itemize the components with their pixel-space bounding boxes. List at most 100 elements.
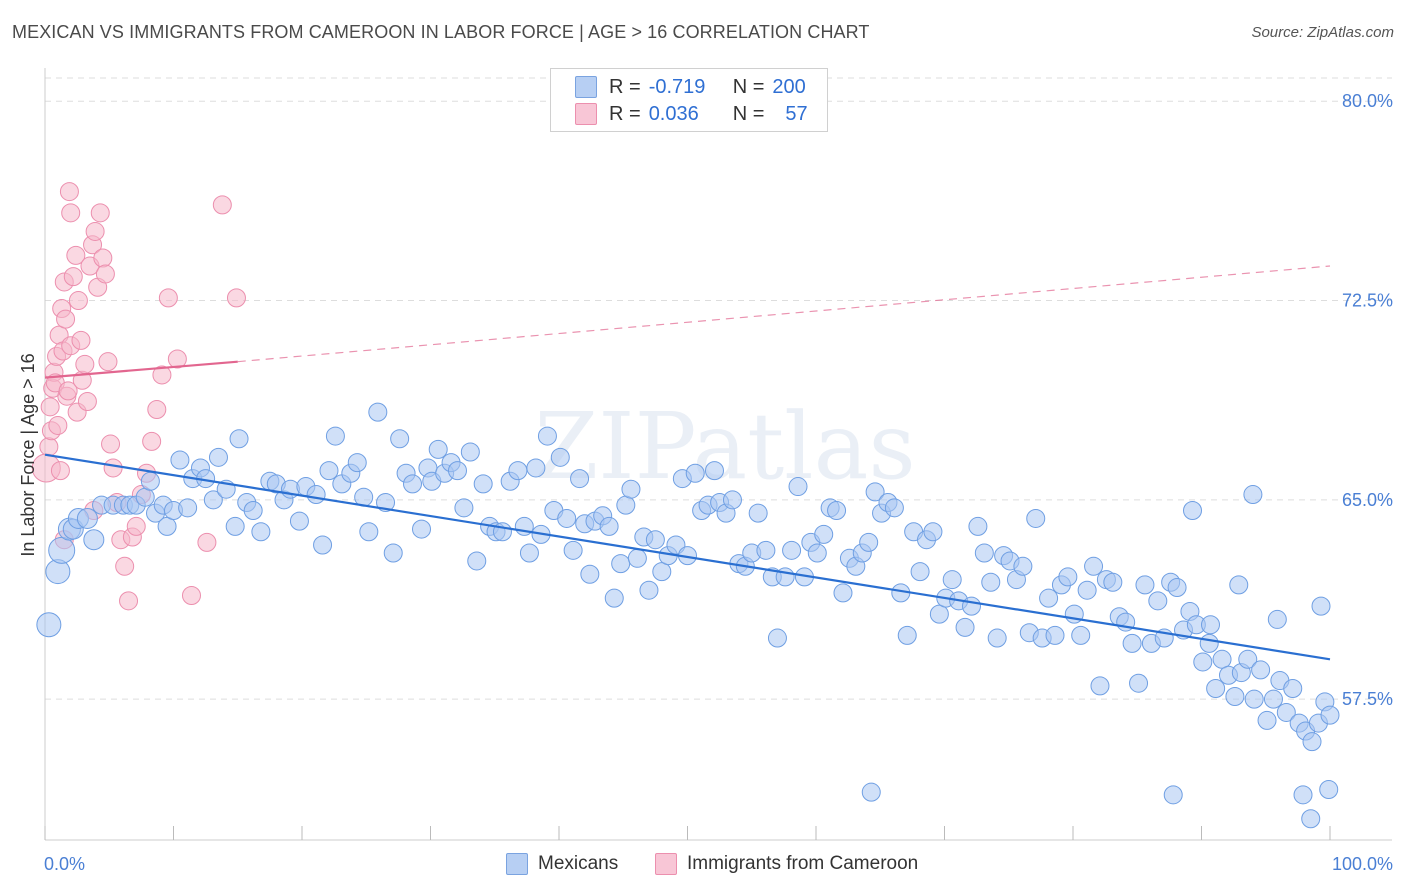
- mexican-point: [1283, 679, 1303, 699]
- mexican-point: [383, 543, 403, 563]
- mexican-point: [1167, 578, 1187, 598]
- cameroon-point: [75, 354, 95, 374]
- mexican-point: [1301, 809, 1321, 829]
- r-label: R =: [609, 102, 641, 125]
- mexican-point: [1320, 705, 1340, 725]
- mexican-point: [178, 498, 198, 518]
- n-value: 200: [772, 75, 806, 98]
- mexican-point: [1319, 780, 1339, 800]
- mexican-point: [782, 540, 802, 560]
- correlation-legend: R = -0.719 N = 200 R = 0.036 N = 57: [550, 68, 828, 132]
- cameroon-point: [77, 392, 97, 412]
- mexican-point: [748, 503, 768, 523]
- cameroon-point: [167, 349, 187, 369]
- mexican-point: [1293, 785, 1313, 805]
- mexican-point: [827, 500, 847, 520]
- cameroon-point: [66, 245, 86, 265]
- mexican-point: [225, 516, 245, 536]
- mexican-point: [390, 429, 410, 449]
- mexican-point: [1135, 575, 1155, 595]
- mexican-point: [704, 461, 724, 481]
- mexican-point: [1148, 591, 1168, 611]
- mexican-point: [563, 540, 583, 560]
- legend-label: Mexicans: [538, 853, 619, 874]
- mexican-point: [929, 604, 949, 624]
- mexican-point: [599, 516, 619, 536]
- cameroon-point: [119, 591, 139, 611]
- mexican-point: [526, 458, 546, 478]
- mexican-point: [1183, 500, 1203, 520]
- legend-label: Immigrants from Cameroon: [687, 853, 919, 874]
- mexican-point: [306, 485, 326, 505]
- y-axis-label: In Labor Force | Age > 16: [18, 353, 38, 556]
- mexican-point: [621, 479, 641, 499]
- mexican-point: [208, 447, 228, 467]
- cameroon-trend-line: [44, 360, 238, 379]
- cameroon-point: [142, 431, 162, 451]
- mexican-point: [550, 447, 570, 467]
- cameroon-trend-extension: [237, 265, 1331, 363]
- mexican-point: [229, 429, 249, 449]
- mexican-point: [923, 522, 943, 542]
- n-label: N =: [732, 102, 765, 125]
- legend-item-cameroon: Immigrants from Cameroon: [655, 851, 918, 877]
- mexican-point: [981, 572, 1001, 592]
- mexican-point: [36, 612, 62, 638]
- mexican-point: [537, 426, 557, 446]
- legend-item-mexicans: Mexicans: [506, 851, 618, 877]
- mexican-point: [1163, 785, 1183, 805]
- mexican-point: [1200, 615, 1220, 635]
- mexican-point: [140, 471, 160, 491]
- mexican-point: [157, 516, 177, 536]
- cameroon-point: [103, 458, 123, 478]
- mexican-point: [1129, 673, 1149, 693]
- mexican-point: [83, 529, 105, 551]
- mexican-point: [347, 453, 367, 473]
- mexican-point: [1122, 633, 1142, 653]
- mexican-point: [1251, 660, 1271, 680]
- mexican-point: [1212, 649, 1232, 669]
- tick-labels: 57.5% 65.0% 72.5% 80.0% 0.0% 100.0%: [44, 91, 1393, 874]
- mexican-point: [1084, 556, 1104, 576]
- cameroon-point: [158, 288, 178, 308]
- mexican-point: [833, 583, 853, 603]
- mexican-point: [861, 782, 881, 802]
- mexican-point: [251, 522, 271, 542]
- mexican-point: [557, 508, 577, 528]
- mexican-point: [403, 474, 423, 494]
- mexican-point: [968, 516, 988, 536]
- cameroon-point: [58, 381, 78, 401]
- cameroon-point: [71, 330, 91, 350]
- y-tick-label: 80.0%: [1342, 91, 1393, 111]
- mexican-point: [807, 543, 827, 563]
- blue-swatch: [506, 853, 528, 875]
- y-tick-label: 65.0%: [1342, 490, 1393, 510]
- r-value: 0.036: [648, 102, 699, 125]
- mexican-point: [897, 625, 917, 645]
- mexican-point: [756, 540, 776, 560]
- cameroon-point: [90, 203, 110, 223]
- cameroon-point: [48, 415, 68, 435]
- mexican-point: [1045, 625, 1065, 645]
- n-value: 57: [785, 102, 808, 125]
- mexican-point: [788, 477, 808, 497]
- cameroon-point: [40, 397, 60, 417]
- mexican-point: [1193, 652, 1213, 672]
- cameroon-point: [126, 516, 146, 536]
- mexican-point: [627, 548, 647, 568]
- mexican-point: [1229, 575, 1249, 595]
- mexican-point: [814, 524, 834, 544]
- mexican-point: [652, 562, 672, 582]
- x-tick-label: 100.0%: [1332, 854, 1393, 874]
- cameroon-point: [152, 365, 172, 385]
- cameroon-point: [115, 556, 135, 576]
- mexican-point: [243, 500, 263, 520]
- mexican-point: [859, 532, 879, 552]
- cameroon-point: [101, 434, 121, 454]
- mexican-point: [616, 495, 636, 515]
- mexican-point: [447, 461, 467, 481]
- mexican-point: [454, 498, 474, 518]
- mexican-point: [508, 461, 528, 481]
- mexican-point: [1311, 596, 1331, 616]
